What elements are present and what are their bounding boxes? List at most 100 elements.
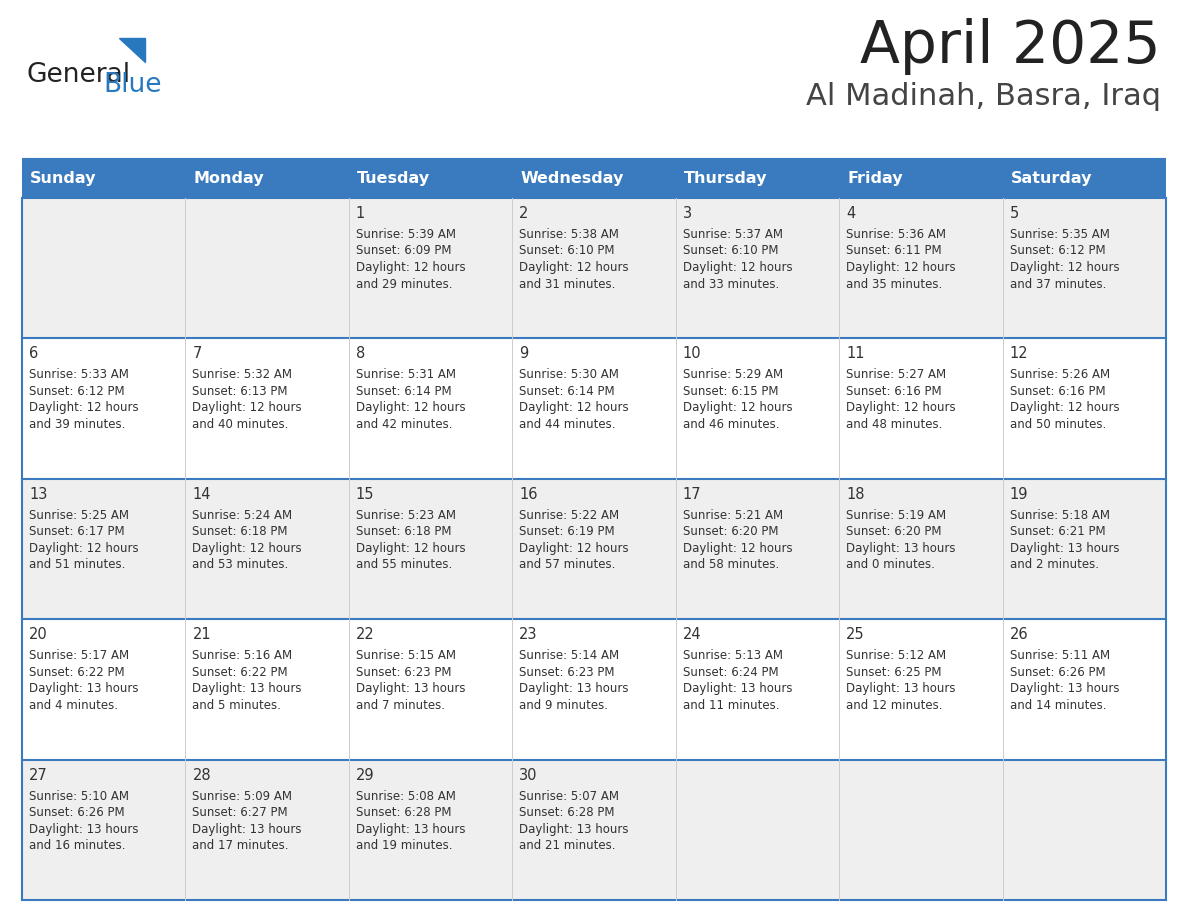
Text: Sunrise: 5:16 AM: Sunrise: 5:16 AM xyxy=(192,649,292,662)
Text: Sunset: 6:12 PM: Sunset: 6:12 PM xyxy=(1010,244,1105,258)
Bar xyxy=(185,479,349,620)
Bar xyxy=(676,759,839,900)
Text: and 33 minutes.: and 33 minutes. xyxy=(683,277,779,290)
Text: 23: 23 xyxy=(519,627,538,643)
Text: Saturday: Saturday xyxy=(1011,172,1092,186)
Text: Daylight: 13 hours: Daylight: 13 hours xyxy=(846,682,955,695)
Text: Tuesday: Tuesday xyxy=(356,172,430,186)
Text: Sunset: 6:18 PM: Sunset: 6:18 PM xyxy=(356,525,451,538)
Text: Sunset: 6:20 PM: Sunset: 6:20 PM xyxy=(683,525,778,538)
Bar xyxy=(349,198,512,339)
Bar xyxy=(512,620,676,759)
Bar xyxy=(1003,339,1165,479)
Text: Sunrise: 5:14 AM: Sunrise: 5:14 AM xyxy=(519,649,619,662)
Bar xyxy=(839,620,1003,759)
Text: Sunset: 6:10 PM: Sunset: 6:10 PM xyxy=(519,244,614,258)
Text: 7: 7 xyxy=(192,346,202,362)
Text: Sunrise: 5:31 AM: Sunrise: 5:31 AM xyxy=(356,368,456,381)
Text: and 31 minutes.: and 31 minutes. xyxy=(519,277,615,290)
Bar xyxy=(512,479,676,620)
Text: Sunset: 6:23 PM: Sunset: 6:23 PM xyxy=(519,666,614,678)
Text: Sunrise: 5:19 AM: Sunrise: 5:19 AM xyxy=(846,509,947,521)
Text: 20: 20 xyxy=(29,627,48,643)
Text: Sunset: 6:13 PM: Sunset: 6:13 PM xyxy=(192,385,287,397)
Bar xyxy=(23,160,185,198)
Text: 11: 11 xyxy=(846,346,865,362)
Text: Daylight: 12 hours: Daylight: 12 hours xyxy=(192,542,302,554)
Text: Daylight: 12 hours: Daylight: 12 hours xyxy=(683,401,792,414)
Text: Daylight: 13 hours: Daylight: 13 hours xyxy=(29,823,139,835)
Text: and 57 minutes.: and 57 minutes. xyxy=(519,558,615,571)
Bar xyxy=(839,479,1003,620)
Text: and 7 minutes.: and 7 minutes. xyxy=(356,699,444,711)
Text: Daylight: 13 hours: Daylight: 13 hours xyxy=(192,823,302,835)
Text: and 55 minutes.: and 55 minutes. xyxy=(356,558,453,571)
Text: and 42 minutes.: and 42 minutes. xyxy=(356,418,453,431)
Text: Daylight: 13 hours: Daylight: 13 hours xyxy=(192,682,302,695)
Text: and 19 minutes.: and 19 minutes. xyxy=(356,839,453,852)
Text: Sunrise: 5:17 AM: Sunrise: 5:17 AM xyxy=(29,649,129,662)
Bar xyxy=(185,339,349,479)
Text: Daylight: 12 hours: Daylight: 12 hours xyxy=(519,542,628,554)
Text: Daylight: 12 hours: Daylight: 12 hours xyxy=(356,401,466,414)
Text: Sunset: 6:25 PM: Sunset: 6:25 PM xyxy=(846,666,942,678)
Text: 9: 9 xyxy=(519,346,529,362)
Bar xyxy=(185,160,349,198)
Text: Friday: Friday xyxy=(847,172,903,186)
Text: Sunset: 6:22 PM: Sunset: 6:22 PM xyxy=(192,666,287,678)
Text: Sunset: 6:17 PM: Sunset: 6:17 PM xyxy=(29,525,125,538)
Text: and 12 minutes.: and 12 minutes. xyxy=(846,699,942,711)
Text: Daylight: 13 hours: Daylight: 13 hours xyxy=(846,542,955,554)
Text: Sunrise: 5:38 AM: Sunrise: 5:38 AM xyxy=(519,228,619,241)
Text: Daylight: 12 hours: Daylight: 12 hours xyxy=(683,261,792,274)
Text: 12: 12 xyxy=(1010,346,1028,362)
Text: Sunset: 6:18 PM: Sunset: 6:18 PM xyxy=(192,525,287,538)
Bar xyxy=(349,479,512,620)
Text: 17: 17 xyxy=(683,487,701,502)
Text: Sunset: 6:28 PM: Sunset: 6:28 PM xyxy=(356,806,451,819)
Text: 27: 27 xyxy=(29,767,48,783)
Text: Sunset: 6:24 PM: Sunset: 6:24 PM xyxy=(683,666,778,678)
Text: Sunrise: 5:37 AM: Sunrise: 5:37 AM xyxy=(683,228,783,241)
Text: 13: 13 xyxy=(29,487,48,502)
Bar xyxy=(23,759,185,900)
Text: and 37 minutes.: and 37 minutes. xyxy=(1010,277,1106,290)
Bar xyxy=(1003,759,1165,900)
Text: Sunset: 6:27 PM: Sunset: 6:27 PM xyxy=(192,806,287,819)
Bar xyxy=(676,479,839,620)
Text: Sunrise: 5:12 AM: Sunrise: 5:12 AM xyxy=(846,649,947,662)
Text: Sunrise: 5:25 AM: Sunrise: 5:25 AM xyxy=(29,509,129,521)
Text: Sunday: Sunday xyxy=(30,172,96,186)
Bar xyxy=(185,198,349,339)
Text: and 53 minutes.: and 53 minutes. xyxy=(192,558,289,571)
Text: Al Madinah, Basra, Iraq: Al Madinah, Basra, Iraq xyxy=(805,82,1161,111)
Text: and 21 minutes.: and 21 minutes. xyxy=(519,839,615,852)
Text: Sunrise: 5:15 AM: Sunrise: 5:15 AM xyxy=(356,649,456,662)
Text: and 9 minutes.: and 9 minutes. xyxy=(519,699,608,711)
Text: and 51 minutes.: and 51 minutes. xyxy=(29,558,126,571)
Bar xyxy=(512,160,676,198)
Bar xyxy=(512,339,676,479)
Text: Sunrise: 5:32 AM: Sunrise: 5:32 AM xyxy=(192,368,292,381)
Text: Sunrise: 5:22 AM: Sunrise: 5:22 AM xyxy=(519,509,619,521)
Text: Daylight: 13 hours: Daylight: 13 hours xyxy=(683,682,792,695)
Text: Sunrise: 5:09 AM: Sunrise: 5:09 AM xyxy=(192,789,292,802)
Bar xyxy=(1003,479,1165,620)
Text: Daylight: 13 hours: Daylight: 13 hours xyxy=(29,682,139,695)
Text: Sunset: 6:19 PM: Sunset: 6:19 PM xyxy=(519,525,615,538)
Text: 10: 10 xyxy=(683,346,701,362)
Text: Sunset: 6:12 PM: Sunset: 6:12 PM xyxy=(29,385,125,397)
Text: Sunrise: 5:35 AM: Sunrise: 5:35 AM xyxy=(1010,228,1110,241)
Bar xyxy=(839,198,1003,339)
Text: 18: 18 xyxy=(846,487,865,502)
Text: Daylight: 13 hours: Daylight: 13 hours xyxy=(1010,542,1119,554)
Text: 2: 2 xyxy=(519,206,529,221)
Bar xyxy=(676,160,839,198)
Text: Daylight: 12 hours: Daylight: 12 hours xyxy=(192,401,302,414)
Text: Daylight: 13 hours: Daylight: 13 hours xyxy=(519,823,628,835)
Text: 3: 3 xyxy=(683,206,691,221)
Text: Sunset: 6:21 PM: Sunset: 6:21 PM xyxy=(1010,525,1105,538)
Text: and 2 minutes.: and 2 minutes. xyxy=(1010,558,1099,571)
Bar xyxy=(185,620,349,759)
Text: April 2025: April 2025 xyxy=(860,18,1161,75)
